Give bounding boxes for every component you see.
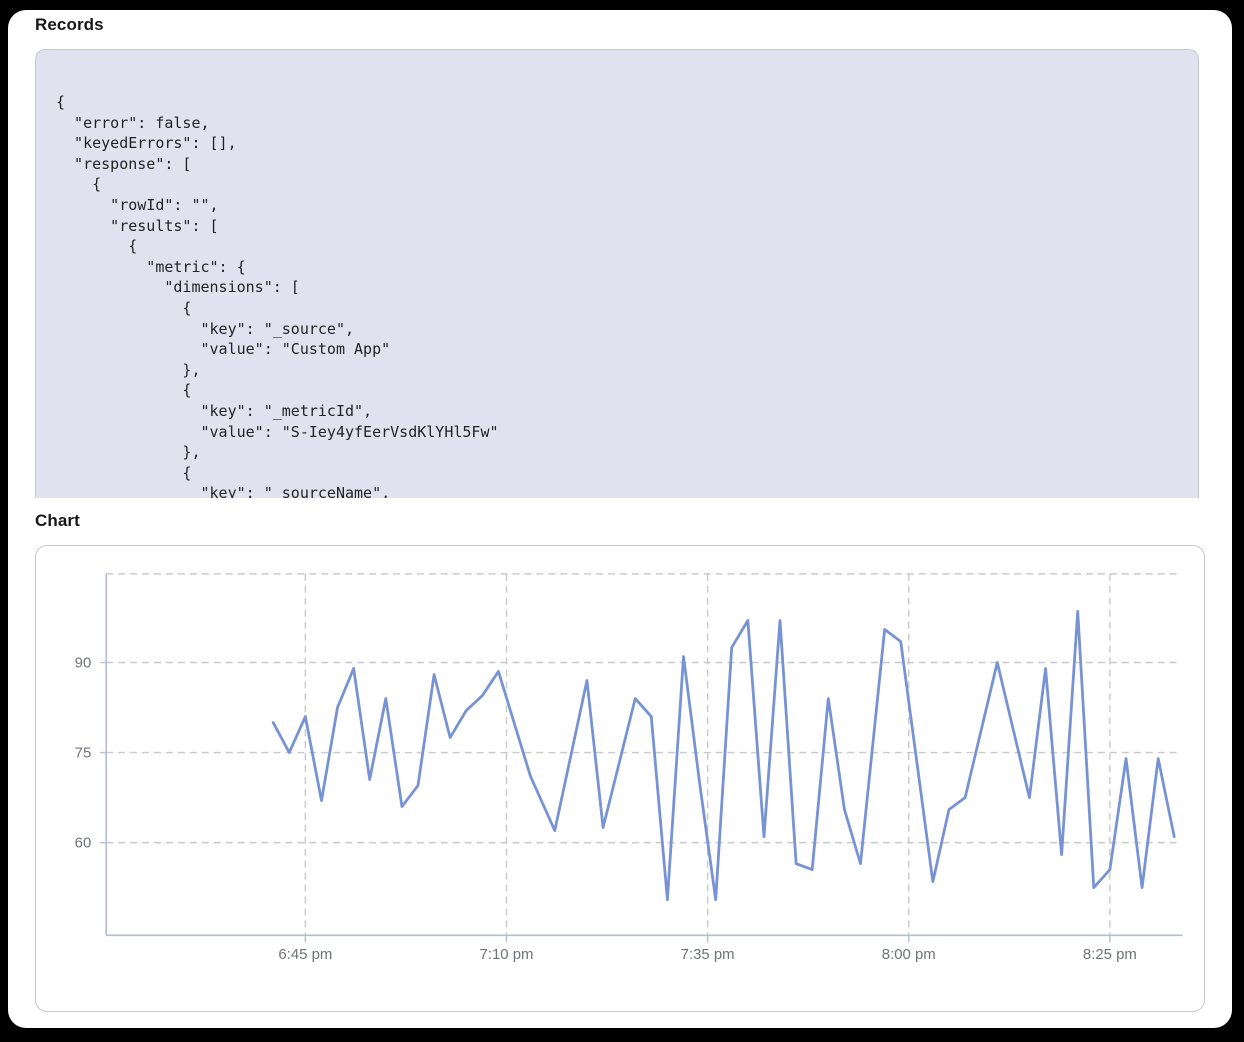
x-axis-label: 8:25 pm — [1083, 946, 1137, 963]
records-json-block[interactable]: { "error": false, "keyedErrors": [], "re… — [35, 49, 1199, 498]
line-chart: 90 75 60 6:45 pm 7:10 pm 7:35 pm 8:00 pm 8:25 p… — [75, 573, 1183, 963]
y-axis-label: 60 — [75, 835, 92, 852]
metric-series-line — [271, 610, 1176, 902]
x-axis-label: 7:35 pm — [681, 946, 735, 963]
records-heading: Records — [35, 15, 104, 34]
y-axis-label: 90 — [75, 654, 92, 671]
chart-panel: 90 75 60 6:45 pm 7:10 pm 7:35 pm 8:00 pm 8:25 p… — [35, 545, 1205, 1012]
y-axis-label: 75 — [75, 745, 92, 762]
x-axis-label: 7:10 pm — [480, 946, 534, 963]
chart-heading: Chart — [35, 511, 80, 530]
app-window: Records { "error": false, "keyedErrors":… — [8, 10, 1232, 1028]
x-axis-label: 8:00 pm — [882, 946, 936, 963]
records-json-text: { "error": false, "keyedErrors": [], "re… — [56, 93, 499, 498]
x-axis-label: 6:45 pm — [278, 946, 332, 963]
